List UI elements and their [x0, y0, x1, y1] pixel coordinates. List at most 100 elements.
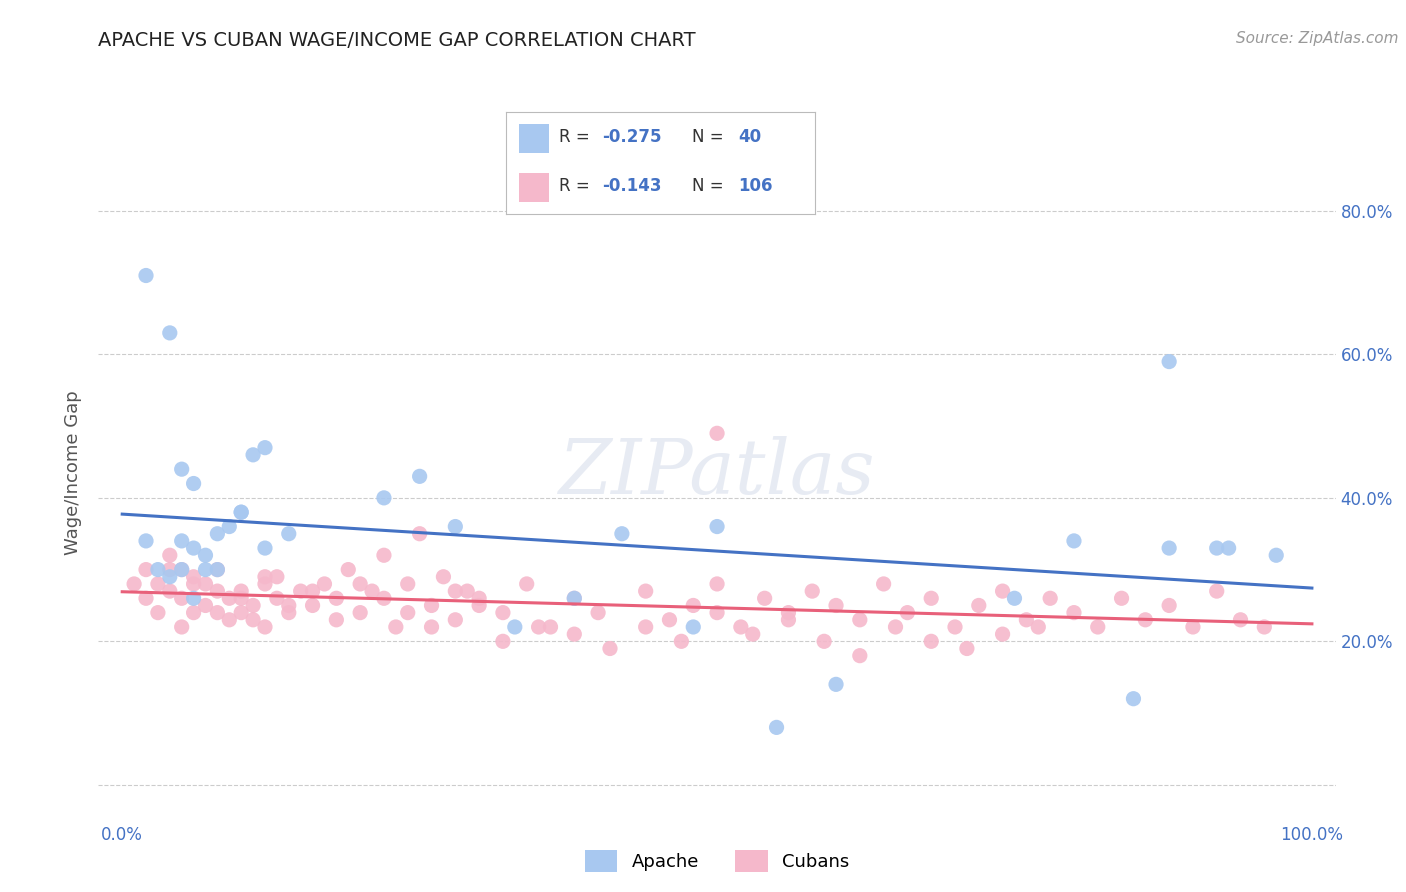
- Point: [1229, 613, 1251, 627]
- Point: [492, 606, 515, 620]
- Bar: [519, 124, 550, 153]
- Y-axis label: Wage/Income Gap: Wage/Income Gap: [65, 391, 83, 555]
- Point: [301, 599, 323, 613]
- Point: [920, 634, 942, 648]
- Point: [444, 519, 467, 533]
- Point: [1111, 591, 1133, 606]
- Point: [183, 606, 205, 620]
- Point: [170, 591, 193, 606]
- Point: [1159, 354, 1181, 368]
- Point: [253, 541, 276, 555]
- Point: [456, 584, 478, 599]
- Point: [540, 620, 562, 634]
- Point: [492, 634, 515, 648]
- Point: [242, 613, 264, 627]
- Point: [432, 570, 454, 584]
- Point: [1159, 541, 1181, 555]
- Point: [516, 577, 538, 591]
- Point: [349, 606, 371, 620]
- Point: [385, 620, 408, 634]
- Point: [135, 533, 157, 548]
- Point: [1063, 533, 1085, 548]
- Point: [825, 599, 848, 613]
- Point: [194, 548, 217, 562]
- Point: [1063, 606, 1085, 620]
- Point: [1253, 620, 1275, 634]
- Point: [266, 591, 288, 606]
- Point: [301, 584, 323, 599]
- Point: [956, 641, 979, 656]
- Text: 106: 106: [738, 178, 773, 195]
- Point: [562, 591, 585, 606]
- Point: [920, 591, 942, 606]
- Point: [765, 720, 787, 734]
- Point: [634, 620, 657, 634]
- Point: [373, 491, 395, 505]
- Point: [207, 526, 229, 541]
- Point: [159, 563, 181, 577]
- Point: [658, 613, 681, 627]
- Point: [183, 541, 205, 555]
- Point: [373, 591, 395, 606]
- Point: [1159, 599, 1181, 613]
- Point: [586, 606, 609, 620]
- Point: [325, 591, 347, 606]
- Point: [872, 577, 894, 591]
- Point: [253, 620, 276, 634]
- Point: [218, 591, 240, 606]
- Point: [849, 648, 872, 663]
- Text: -0.275: -0.275: [602, 128, 662, 146]
- Point: [242, 448, 264, 462]
- Point: [1039, 591, 1062, 606]
- Text: 40: 40: [738, 128, 761, 146]
- Point: [420, 620, 443, 634]
- Point: [991, 584, 1014, 599]
- Point: [754, 591, 776, 606]
- Point: [599, 641, 621, 656]
- Point: [706, 606, 728, 620]
- Point: [671, 634, 693, 648]
- Point: [122, 577, 145, 591]
- Point: [1265, 548, 1288, 562]
- Point: [444, 584, 467, 599]
- Point: [943, 620, 966, 634]
- Point: [231, 505, 253, 519]
- Point: [277, 599, 299, 613]
- Point: [444, 613, 467, 627]
- Text: -0.143: -0.143: [602, 178, 662, 195]
- Point: [420, 599, 443, 613]
- Legend: Apache, Cubans: Apache, Cubans: [575, 841, 859, 881]
- Point: [801, 584, 824, 599]
- Point: [778, 613, 800, 627]
- Point: [159, 326, 181, 340]
- Point: [194, 577, 217, 591]
- Point: [1135, 613, 1157, 627]
- Point: [706, 519, 728, 533]
- Text: R =: R =: [558, 128, 595, 146]
- Point: [349, 577, 371, 591]
- Point: [884, 620, 907, 634]
- Point: [337, 563, 360, 577]
- Point: [194, 599, 217, 613]
- Point: [183, 570, 205, 584]
- Point: [741, 627, 763, 641]
- Point: [277, 606, 299, 620]
- Point: [896, 606, 918, 620]
- Point: [325, 613, 347, 627]
- Point: [277, 526, 299, 541]
- Point: [682, 620, 704, 634]
- Point: [706, 426, 728, 441]
- Text: R =: R =: [558, 178, 595, 195]
- Point: [1122, 691, 1144, 706]
- Text: N =: N =: [692, 178, 728, 195]
- Point: [207, 563, 229, 577]
- Point: [231, 606, 253, 620]
- Point: [207, 563, 229, 577]
- Point: [562, 627, 585, 641]
- Point: [849, 613, 872, 627]
- Point: [290, 584, 312, 599]
- Point: [218, 519, 240, 533]
- Point: [231, 591, 253, 606]
- Point: [207, 584, 229, 599]
- Point: [207, 606, 229, 620]
